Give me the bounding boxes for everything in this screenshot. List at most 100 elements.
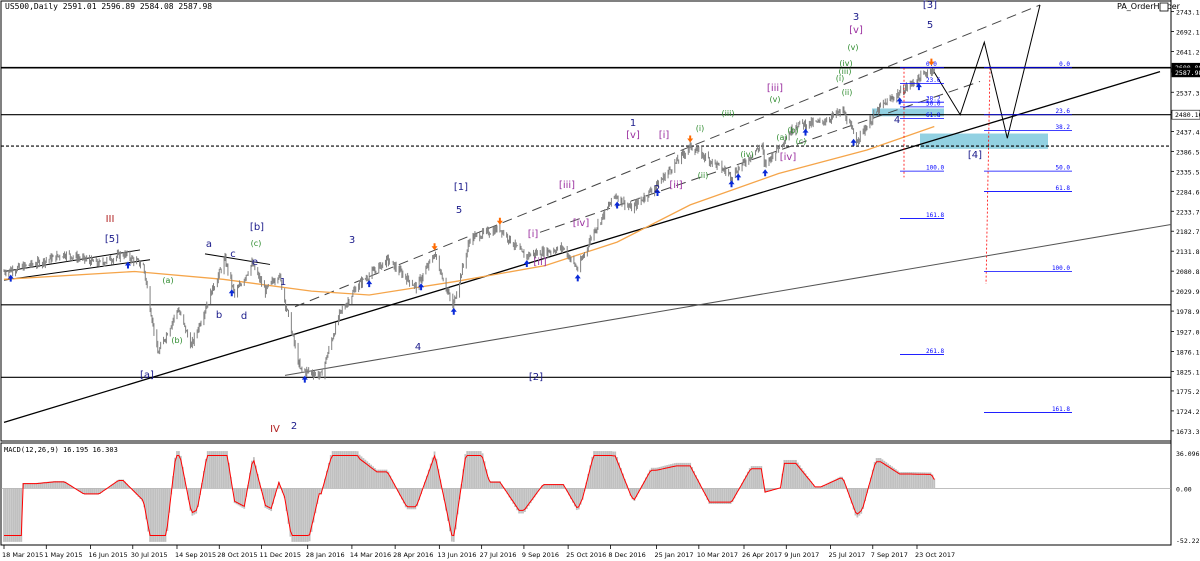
macd-histogram-bar: [581, 488, 584, 500]
macd-histogram-bar: [543, 484, 546, 489]
macd-histogram-bar: [191, 488, 194, 516]
price-badge: [1171, 67, 1200, 78]
macd-histogram-bar: [637, 488, 640, 494]
macd-histogram-bar: [760, 466, 763, 489]
price-tick-label: 1927.05: [1176, 328, 1200, 336]
macd-histogram-bar: [883, 460, 886, 489]
macd-histogram-bar: [896, 470, 899, 489]
macd-histogram-bar: [550, 484, 553, 489]
macd-histogram-bar: [347, 451, 349, 489]
macd-histogram-bar: [487, 477, 490, 489]
macd-histogram-bar: [641, 485, 644, 489]
macd-histogram-bar: [597, 451, 599, 489]
macd-histogram-bar: [493, 481, 496, 489]
macd-histogram-bar: [573, 488, 576, 507]
macd-histogram-bar: [235, 488, 238, 505]
macd-histogram-bar: [575, 488, 578, 511]
time-tick-label: 25 Oct 2016: [566, 551, 606, 559]
macd-histogram-bar: [648, 469, 651, 489]
macd-histogram-bar: [729, 488, 732, 505]
macd-histogram-bar: [910, 472, 913, 489]
indicator-name: PA_OrderHelper: [1117, 2, 1181, 11]
macd-histogram-bar: [479, 451, 482, 489]
macd-histogram-bar: [746, 471, 749, 489]
macd-histogram-bar: [702, 488, 705, 492]
macd-histogram-bar: [287, 488, 290, 524]
macd-histogram-bar: [210, 451, 213, 489]
macd-histogram-bar: [389, 475, 392, 489]
macd-histogram-bar: [800, 467, 803, 489]
macd-histogram-bar: [304, 488, 307, 542]
macd-histogram-bar: [485, 469, 488, 489]
macd-histogram-bar: [491, 481, 494, 489]
wave-label: (c): [796, 137, 807, 146]
macd-histogram-bar: [450, 488, 453, 542]
macd-histogram-bar: [474, 451, 476, 489]
macd-histogram-bar: [122, 479, 125, 489]
macd-histogram-bar: [295, 488, 298, 542]
macd-histogram-bar: [316, 488, 319, 504]
macd-histogram-bar: [614, 451, 617, 489]
macd-histogram-bar: [204, 458, 207, 489]
macd-histogram-bar: [358, 454, 361, 489]
macd-histogram-bar: [24, 482, 27, 489]
macd-histogram-bar: [516, 488, 519, 511]
macd-histogram-bar: [481, 453, 484, 489]
macd-histogram-bar: [449, 488, 451, 532]
macd-histogram-bar: [133, 488, 136, 493]
macd-histogram-bar: [818, 486, 820, 489]
macd-histogram-bar: [545, 484, 547, 489]
macd-histogram-bar: [35, 482, 38, 489]
macd-histogram-bar: [324, 478, 326, 489]
macd-histogram-bar: [424, 481, 426, 489]
macd-histogram-bar: [31, 482, 34, 489]
trendline-main: [3, 70, 1161, 423]
macd-histogram-bar: [787, 459, 790, 489]
macd-histogram-bar: [410, 488, 413, 510]
macd-histogram-bar: [252, 457, 255, 489]
macd-histogram-bar: [677, 462, 680, 489]
macd-histogram-bar: [631, 488, 634, 500]
macd-histogram-bar: [289, 488, 292, 537]
indicator-settings-icon[interactable]: [1159, 2, 1169, 12]
macd-histogram-bar: [454, 488, 457, 530]
fib-level-label: 161.8: [926, 212, 944, 219]
macd-histogram-bar: [162, 488, 165, 542]
macd-histogram-bar: [929, 472, 932, 489]
macd-histogram-bar: [414, 488, 417, 510]
macd-histogram-bar: [456, 488, 459, 515]
buy-arrow-icon: [850, 138, 857, 146]
wave-label: [5]: [105, 234, 119, 245]
macd-histogram-bar: [893, 467, 895, 489]
macd-histogram-bar: [366, 461, 369, 489]
macd-histogram-bar: [87, 488, 90, 495]
macd-histogram-bar: [462, 469, 465, 489]
macd-histogram-bar: [622, 473, 624, 489]
macd-histogram-bar: [264, 488, 267, 508]
macd-histogram-bar: [683, 462, 686, 489]
price-tick-label: 2284.60: [1176, 188, 1200, 196]
macd-histogram-bar: [30, 482, 32, 489]
fib-level-label: 100.0: [1052, 265, 1070, 272]
macd-histogram-bar: [243, 488, 246, 509]
macd-histogram-bar: [400, 488, 403, 500]
macd-histogram-bar: [533, 488, 536, 498]
buy-arrow-icon: [802, 128, 809, 136]
macd-histogram-bar: [239, 488, 242, 507]
macd-histogram-bar: [633, 488, 636, 501]
price-badge-label: 2587.98: [1175, 69, 1200, 77]
macd-histogram-bar: [735, 488, 738, 495]
price-badge-label: 2480.10: [1175, 111, 1200, 119]
macd-histogram-bar: [470, 451, 472, 489]
price-tick-label: 1876.10: [1176, 348, 1200, 356]
macd-histogram-bar: [101, 488, 103, 493]
macd-histogram-bar: [227, 462, 230, 489]
macd-histogram-bar: [464, 454, 467, 489]
price-tick-label: 2743.10: [1176, 9, 1200, 17]
buy-arrow-icon: [762, 169, 769, 177]
macd-histogram-bar: [731, 488, 734, 503]
macd-histogram-bar: [70, 485, 73, 489]
macd-histogram-bar: [68, 484, 71, 489]
